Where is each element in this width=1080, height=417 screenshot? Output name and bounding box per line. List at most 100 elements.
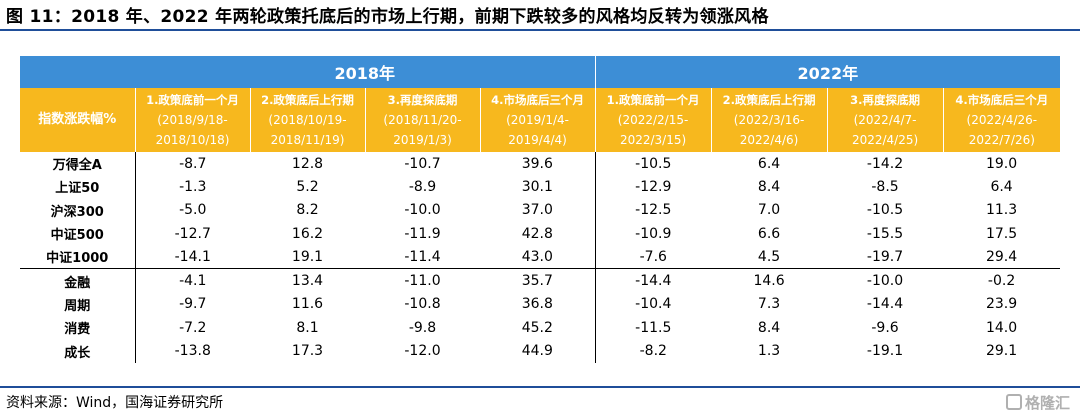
table-row: 成长 -13.8 17.3 -12.0 44.9 -8.2 1.3 -19.1 29.1 xyxy=(20,339,1060,363)
value-cell: 29.1 xyxy=(985,343,1018,360)
row-label: 周期 xyxy=(64,298,91,314)
value-cell: -12.5 xyxy=(594,198,712,222)
value-cell: 8.2 xyxy=(296,202,319,219)
period-range-start: (2022/2/15- xyxy=(617,113,689,127)
value-cell: 17.5 xyxy=(985,225,1018,242)
period-range-start: (2018/9/18- xyxy=(157,113,228,127)
value-cell: 11.6 xyxy=(291,296,324,313)
table-row: 沪深300 -5.0 8.2 -10.0 37.0 -12.5 7.0 -10.5 11.3 xyxy=(20,198,1060,222)
top-rule xyxy=(0,29,1080,31)
value-cell: -10.5 xyxy=(594,152,712,176)
period-name: 4.市场底后三个月 xyxy=(955,93,1049,107)
value-cell: 42.8 xyxy=(521,225,553,242)
period-range-end: 2022/7/26) xyxy=(968,133,1035,147)
watermark-logo: 格隆汇 xyxy=(1005,392,1070,413)
value-cell: 6.4 xyxy=(757,155,781,172)
value-cell: 4.5 xyxy=(757,248,781,265)
value-cell: 12.8 xyxy=(291,155,324,172)
returns-table: 2018年 2022年 指数涨跌幅% 1.政策底前一个月 (2018/9/18- 2… xyxy=(20,56,1061,363)
table-row: 中证500 -12.7 16.2 -11.9 42.8 -10.9 6.6 -15.5 17.5 xyxy=(20,221,1060,246)
value-cell: 43.0 xyxy=(521,248,553,265)
value-cell: -14.4 xyxy=(594,268,712,293)
value-cell: -8.9 xyxy=(408,178,437,195)
value-cell: -1.3 xyxy=(134,175,250,199)
value-cell: 19.0 xyxy=(985,155,1018,172)
table-row: 万得全A -8.7 12.8 -10.7 39.6 -10.5 6.4 -14.2 19.0 xyxy=(20,152,1060,176)
value-cell: -9.7 xyxy=(134,292,250,317)
row-label: 沪深300 xyxy=(50,204,104,220)
value-cell: 8.4 xyxy=(757,178,781,195)
period-range-start: (2018/10/19- xyxy=(268,113,347,127)
value-cell: 36.8 xyxy=(521,296,553,313)
period-name: 2.政策底后上行期 xyxy=(722,93,816,107)
value-cell: 35.7 xyxy=(480,268,596,293)
period-range-end: 2022/4/25) xyxy=(851,133,919,147)
year-header-2022: 2022年 xyxy=(594,56,1061,88)
row-label: 成长 xyxy=(64,345,91,361)
row-label: 中证500 xyxy=(50,228,104,244)
value-cell: 39.6 xyxy=(521,155,553,172)
value-cell: 5.2 xyxy=(296,178,319,195)
period-name: 3.再度探底期 xyxy=(850,93,920,107)
table-row: 周期 -9.7 11.6 -10.8 36.8 -10.4 7.3 -14.4 23.9 xyxy=(20,292,1060,317)
period-range-end: 2019/4/4) xyxy=(508,133,567,147)
period-range-end: 2022/4/6) xyxy=(739,133,799,147)
value-cell: -12.9 xyxy=(594,175,712,199)
figure-title: 图 11：2018 年、2022 年两轮政策托底后的市场上行期，前期下跌较多的风… xyxy=(6,7,769,27)
value-cell: 45.2 xyxy=(521,319,553,336)
period-name: 4.市场底后三个月 xyxy=(491,93,584,107)
period-header-row: 指数涨跌幅% 1.政策底前一个月 (2018/9/18- 2018/10/18) 2.… xyxy=(20,88,1061,152)
row-label: 万得全A xyxy=(52,158,102,174)
period-range-end: 2018/10/18) xyxy=(155,133,230,147)
value-cell: 6.4 xyxy=(990,178,1013,195)
value-cell: -14.1 xyxy=(134,245,250,269)
value-cell: -0.2 xyxy=(943,268,1061,293)
value-cell: -11.0 xyxy=(365,268,480,293)
period-header-4: 4.市场底后三个月 (2019/1/4- 2019/4/4) xyxy=(479,88,596,152)
value-cell: 37.0 xyxy=(521,202,553,219)
row-label: 金融 xyxy=(20,268,135,293)
row-label: 消费 xyxy=(64,322,91,338)
value-cell: 8.4 xyxy=(757,319,781,336)
period-header-3: 3.再度探底期 (2018/11/20- 2019/1/3) xyxy=(364,88,480,152)
value-cell: 29.4 xyxy=(985,248,1018,265)
period-range-start: (2018/11/20- xyxy=(383,113,462,127)
year-header-row: 2018年 2022年 xyxy=(20,56,1061,88)
value-cell: -12.0 xyxy=(404,343,441,360)
year-header-blank xyxy=(20,56,135,88)
value-cell: -8.7 xyxy=(134,152,250,176)
value-cell: -10.0 xyxy=(404,202,441,219)
period-header-8: 4.市场底后三个月 (2022/4/26- 2022/7/26) xyxy=(942,88,1061,152)
value-cell: -9.6 xyxy=(871,319,899,336)
value-cell: 30.1 xyxy=(521,178,553,195)
value-cell: -10.8 xyxy=(404,296,441,313)
value-cell: -15.5 xyxy=(866,225,904,242)
period-range-start: (2019/1/4- xyxy=(506,113,569,127)
table-row: 消费 -7.2 8.1 -9.8 45.2 -11.5 8.4 -9.6 14.0 xyxy=(20,316,1060,340)
period-header-7: 3.再度探底期 (2022/4/7- 2022/4/25) xyxy=(826,88,944,152)
table-row: 金融 -4.1 13.4 -11.0 35.7 -14.4 14.6 -10.0 -0.2 xyxy=(20,268,1061,293)
value-cell: 7.3 xyxy=(757,296,781,313)
period-range-start: (2022/4/26- xyxy=(966,113,1038,127)
value-cell: -8.2 xyxy=(594,339,712,363)
value-cell: -5.0 xyxy=(134,198,250,222)
value-cell: 44.9 xyxy=(521,343,553,360)
value-cell: 23.9 xyxy=(985,296,1018,313)
value-cell: -11.9 xyxy=(404,225,441,242)
value-cell: -14.2 xyxy=(866,155,904,172)
value-cell: 19.1 xyxy=(291,248,324,265)
index-header: 指数涨跌幅% xyxy=(20,88,135,152)
value-cell: 14.0 xyxy=(985,319,1018,336)
value-cell: 6.6 xyxy=(757,225,781,242)
period-name: 3.再度探底期 xyxy=(387,93,458,107)
year-header-2018: 2018年 xyxy=(135,56,596,88)
value-cell: -10.7 xyxy=(404,155,441,172)
value-cell: 8.1 xyxy=(296,319,319,336)
value-cell: -10.9 xyxy=(594,221,712,246)
period-name: 2.政策底后上行期 xyxy=(261,93,354,107)
value-cell: -7.6 xyxy=(594,245,712,269)
value-cell: -11.5 xyxy=(594,316,712,340)
period-range-start: (2022/3/16- xyxy=(733,113,805,127)
period-range-end: 2018/11/19) xyxy=(270,133,345,147)
value-cell: -19.7 xyxy=(866,248,904,265)
